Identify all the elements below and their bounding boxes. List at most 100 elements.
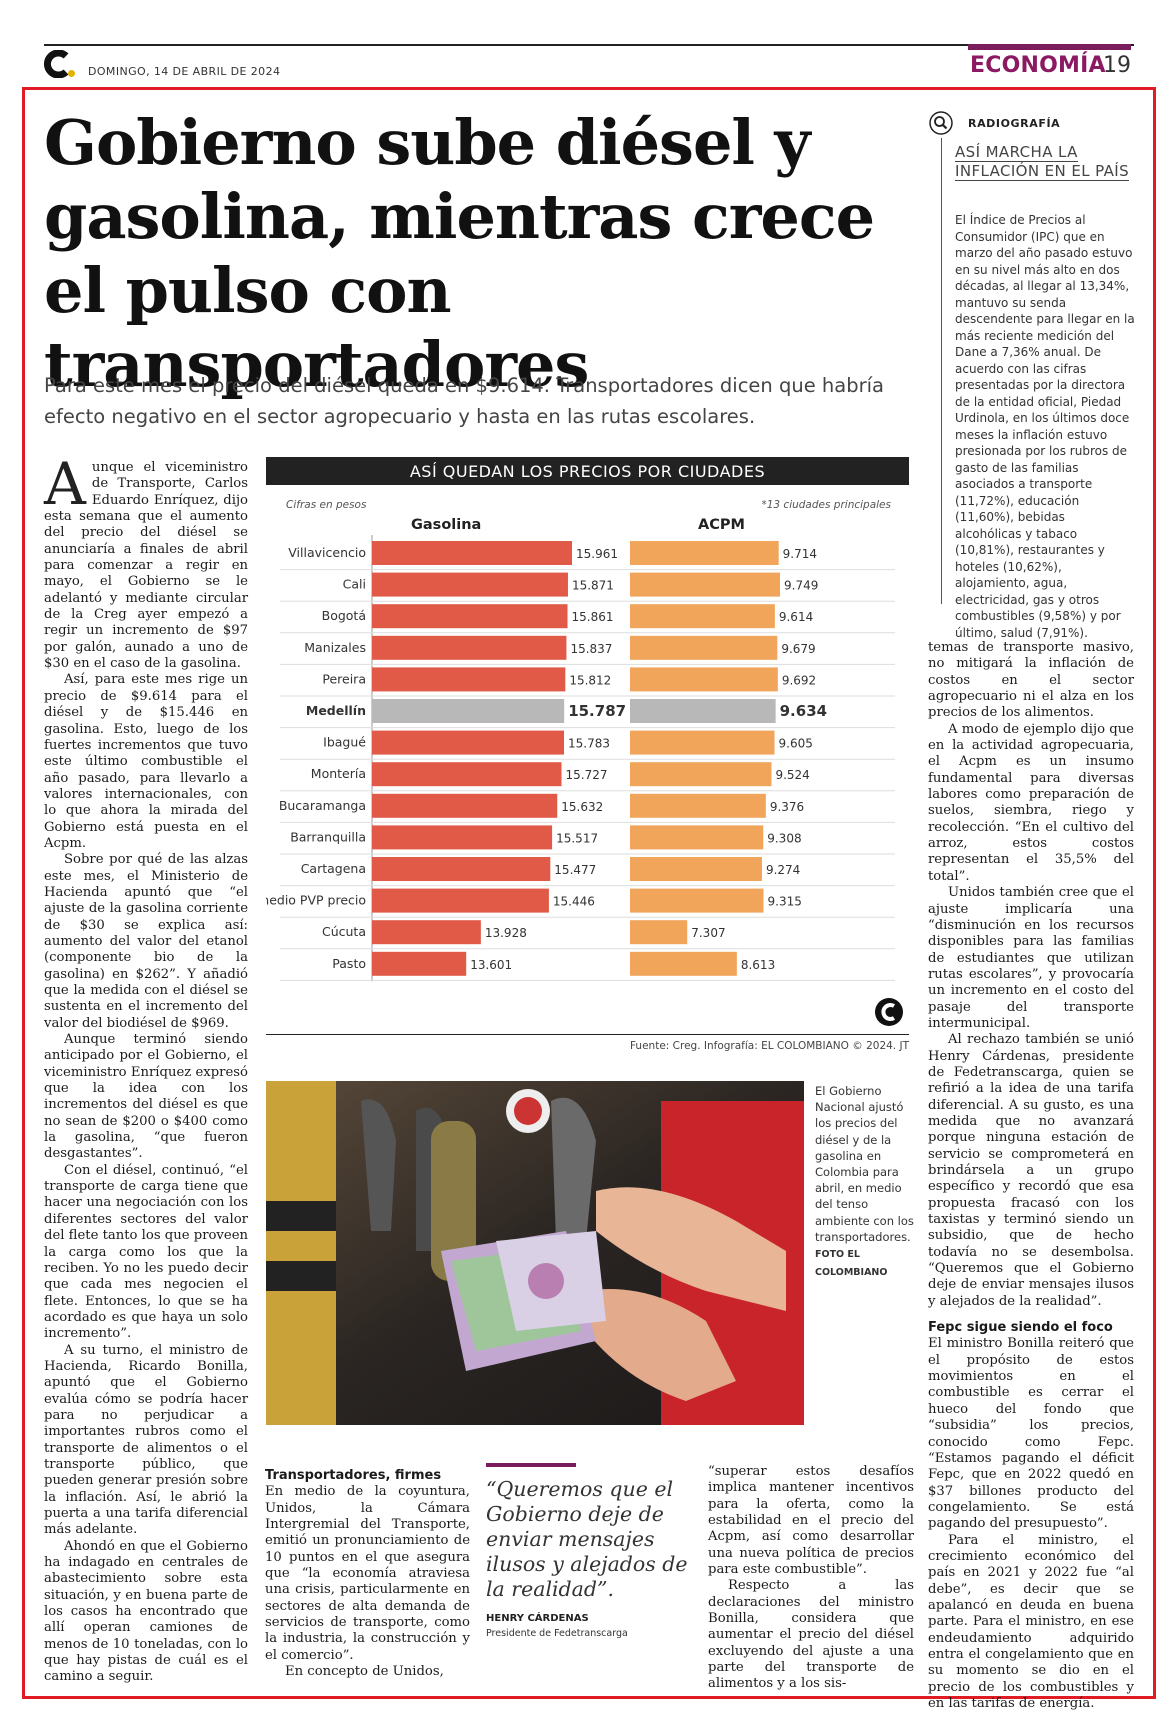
- el-colombiano-logo: [44, 50, 69, 78]
- gasolina-bar: [372, 920, 481, 945]
- gasolina-bar: [372, 888, 549, 913]
- gasolina-value-label: 13.928: [485, 926, 527, 940]
- section-name: ECONOMÍA: [970, 53, 1106, 78]
- acpm-value-label: 9.679: [781, 642, 815, 656]
- paragraph: Así, para este mes rige un precio de $9.…: [44, 672, 248, 851]
- paragraph: temas de transporte masivo, no mitigará …: [928, 640, 1134, 721]
- gasolina-bar: [372, 635, 567, 660]
- city-label: Cúcuta: [322, 924, 366, 939]
- acpm-bar: [630, 572, 780, 597]
- city-label: Pereira: [322, 671, 366, 686]
- highlight-frame: [22, 87, 1156, 1699]
- acpm-bar: [630, 541, 779, 565]
- photo-caption: El Gobierno Nacional ajustó los precios …: [815, 1083, 915, 1281]
- city-label: Cali: [343, 577, 366, 592]
- paragraph: A modo de ejemplo dijo que en la activid…: [928, 721, 1134, 884]
- acpm-value-label: 9.692: [782, 673, 816, 687]
- article-column-4: temas de transporte masivo, no mitigará …: [928, 640, 1134, 1712]
- page-number: 19: [1103, 53, 1131, 78]
- city-label: Bucaramanga: [279, 798, 366, 813]
- acpm-value-label: 9.524: [775, 768, 809, 782]
- sidebar-rule: [941, 138, 942, 604]
- paragraph: Para el ministro, el crecimiento económi…: [928, 1532, 1134, 1711]
- gasolina-value-label: 15.871: [572, 579, 614, 593]
- acpm-bar: [630, 825, 764, 850]
- city-label: Barranquilla: [290, 829, 366, 844]
- gasolina-value-label: 15.477: [554, 863, 596, 877]
- paragraph: Respecto a las declaraciones del ministr…: [708, 1578, 914, 1692]
- gasolina-bar: [372, 762, 562, 787]
- paragraph: Ahondó en que el Gobierno ha indagado en…: [44, 1538, 248, 1685]
- top-rule: [44, 44, 1134, 46]
- acpm-bar: [630, 793, 766, 818]
- acpm-bar: [630, 667, 778, 692]
- acpm-value-label: 9.315: [768, 895, 802, 909]
- el-colombiano-logo: [875, 998, 903, 1026]
- gasolina-value-label: 15.632: [561, 800, 603, 814]
- city-label: Manizales: [304, 640, 366, 655]
- sidebar-title-line: ASÍ MARCHA LA: [955, 143, 1078, 162]
- paragraph: Unidos también cree que el ajuste implic…: [928, 885, 1134, 1031]
- acpm-value-label: 9.605: [779, 737, 813, 751]
- photo-caption-text: El Gobierno Nacional ajustó los precios …: [815, 1084, 914, 1244]
- paragraph: En concepto de Unidos,: [285, 1664, 444, 1680]
- gasolina-bar: [372, 825, 553, 850]
- acpm-bar: [630, 857, 762, 881]
- paragraph: A su turno, el ministro de Hacienda, Ric…: [44, 1342, 248, 1538]
- chart-source: Fuente: Creg. Infografía: EL COLOMBIANO …: [629, 1040, 909, 1052]
- acpm-value-label: 7.307: [691, 926, 725, 940]
- article-column-2: Transportadores, firmes En medio de la c…: [265, 1464, 470, 1680]
- acpm-value-label: 9.614: [779, 610, 813, 624]
- subhead: Fepc sigue siendo el foco: [928, 1320, 1113, 1336]
- city-label: Montería: [311, 766, 366, 781]
- quote-role: Presidente de Fedetranscarga: [486, 1628, 628, 1639]
- gasolina-bar: [372, 572, 568, 597]
- paragraph: Sobre por qué de las alzas este mes, el …: [44, 852, 248, 1031]
- gasolina-bar: [372, 951, 467, 976]
- gasolina-value-label: 13.601: [470, 958, 512, 972]
- city-label: Ibagué: [323, 735, 366, 750]
- acpm-value-label: 9.376: [770, 800, 804, 814]
- acpm-value-label: 9.274: [766, 863, 800, 877]
- photo-credit: FOTO EL COLOMBIANO: [815, 1249, 888, 1279]
- headline: Gobierno sube diésel y gasolina, mientra…: [44, 106, 875, 401]
- chart-units: Cifras en pesos: [286, 499, 367, 511]
- gasolina-bar: [372, 730, 565, 755]
- acpm-value-label: 9.714: [783, 547, 817, 561]
- acpm-bar: [630, 888, 764, 913]
- chart-plot: Villavicencio 15.961 9.714 Cali 15.871 9.749 B…: [266, 535, 895, 982]
- paragraph: El ministro Bonilla reiteró que el propó…: [928, 1336, 1134, 1532]
- acpm-value-label: 9.749: [784, 579, 818, 593]
- chart-title-bar: [266, 457, 909, 485]
- city-label: *Promedio PVP precio: [266, 893, 366, 908]
- paragraph: Aunque terminó siendo anticipado por el …: [44, 1032, 248, 1162]
- section-bar: [968, 44, 1131, 50]
- deck: Para este mes el precio del diésel queda…: [44, 374, 884, 428]
- city-label: Cartagena: [301, 861, 366, 876]
- pull-quote: “Queremos que el Gobierno deje de enviar…: [486, 1477, 688, 1601]
- gasolina-value-label: 15.961: [576, 547, 618, 561]
- gasolina-bar: [372, 667, 566, 692]
- logo-dot: [68, 70, 75, 77]
- series-header-gasolina: Gasolina: [411, 517, 482, 533]
- photo-illustration: [266, 1081, 804, 1425]
- paragraph: “superar estos desafíos implica mantener…: [708, 1464, 914, 1578]
- gasolina-value-label: 15.812: [569, 673, 611, 687]
- acpm-bar: [630, 604, 775, 629]
- city-label: Bogotá: [322, 608, 366, 623]
- acpm-bar: [630, 762, 772, 787]
- city-label: Medellín: [306, 703, 366, 718]
- acpm-bar: [630, 920, 688, 945]
- sidebar-kicker: RADIOGRAFÍA: [968, 117, 1061, 130]
- acpm-value-label: 8.613: [741, 958, 775, 972]
- prices-chart: ASÍ QUEDAN LOS PRECIOS POR CIUDADES Cifr…: [266, 457, 909, 1035]
- sidebar-title: ASÍ MARCHA LA INFLACIÓN EN EL PAÍS: [955, 143, 1145, 181]
- acpm-bar: [630, 635, 778, 660]
- gasolina-value-label: 15.446: [553, 895, 595, 909]
- subhead: Transportadores, firmes: [265, 1468, 442, 1483]
- acpm-bar: [630, 951, 737, 976]
- magnifier-icon: [929, 111, 953, 135]
- gasolina-value-label: 15.783: [568, 737, 610, 751]
